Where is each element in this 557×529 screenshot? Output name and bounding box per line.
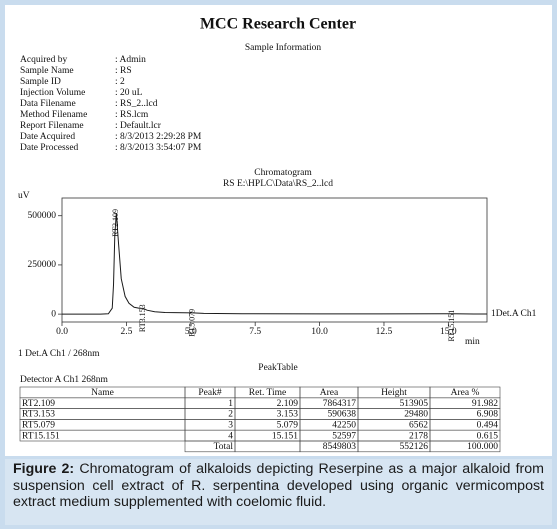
table-cell xyxy=(429,440,501,453)
y-tick-label: 500000 xyxy=(28,211,57,221)
table-header: Area % xyxy=(451,388,480,398)
report-title: MCC Research Center xyxy=(200,16,356,33)
chart-title: Chromatogram xyxy=(254,168,312,178)
table-cell-text: 6.908 xyxy=(477,410,499,420)
info-label: Sample Name xyxy=(20,66,74,76)
table-detector: Detector A Ch1 268nm xyxy=(20,375,108,385)
table-header: Height xyxy=(381,388,407,398)
info-value: : 8/3/2013 3:54:07 PM xyxy=(115,143,202,153)
table-cell-text: 3.153 xyxy=(277,410,299,420)
table-cell-text: 4 xyxy=(228,431,233,441)
table-cell-text: RT3.153 xyxy=(22,410,55,420)
table-cell xyxy=(234,440,301,453)
caption-label: Figure 2: xyxy=(13,461,75,477)
info-value: : 8/3/2013 2:29:28 PM xyxy=(115,132,202,142)
table-cell-text: 5.079 xyxy=(277,420,299,430)
table-header: Ret. Time xyxy=(249,388,287,398)
x-tick-label: 0.0 xyxy=(56,327,68,337)
table-header: Peak# xyxy=(198,388,221,398)
table-total: 100.000 xyxy=(467,442,498,452)
x-tick-label: 7.5 xyxy=(249,327,261,337)
report: MCC Research Center Sample Information C… xyxy=(18,16,537,453)
info-value: : RS xyxy=(115,66,132,76)
figure-caption: Figure 2: Chromatogram of alkaloids depi… xyxy=(5,459,552,525)
section-title: Sample Information xyxy=(245,42,321,53)
table-cell-text: 7864317 xyxy=(323,399,357,409)
info-value: : RS_2..lcd xyxy=(115,99,158,109)
table-cell-text: 6562 xyxy=(409,420,428,430)
info-label: Method Filename xyxy=(20,110,87,120)
series-label: 1Det.A Ch1 xyxy=(491,309,537,319)
info-label: Data Filename xyxy=(20,99,76,109)
table-cell-text: 0.494 xyxy=(477,420,499,430)
table-cell-text: 29480 xyxy=(404,410,428,420)
info-value: : 2 xyxy=(115,77,125,87)
table-cell-text: 2.109 xyxy=(277,399,299,409)
info-value: : 20 uL xyxy=(115,88,143,98)
table-cell-text: RT15.151 xyxy=(22,431,60,441)
y-axis-label: uV xyxy=(18,191,30,201)
info-value: : Admin xyxy=(115,55,146,65)
table-cell-text: 3 xyxy=(228,420,233,430)
table-cell-text: 590638 xyxy=(328,410,357,420)
chart-subtitle: RS E:\HPLC\Data\RS_2..lcd xyxy=(223,179,333,189)
caption-text: Chromatogram of alkaloids depicting Rese… xyxy=(13,461,544,510)
info-label: Report Filename xyxy=(20,121,84,131)
peak-label: RT2.109 xyxy=(111,209,120,237)
x-tick-label: 12.5 xyxy=(376,327,393,337)
y-tick-label: 250000 xyxy=(28,260,57,270)
table-cell-text: 2178 xyxy=(409,431,428,441)
table-total: 552126 xyxy=(400,442,429,452)
chromatogram-line xyxy=(62,212,487,315)
table-cell-text: 513905 xyxy=(400,399,429,409)
table-cell-text: 2 xyxy=(228,410,233,420)
x-tick-label: 10.0 xyxy=(311,327,328,337)
table-cell-text: 15.151 xyxy=(272,431,298,441)
x-tick-label: 2.5 xyxy=(120,327,132,337)
table-cell-text: 42250 xyxy=(332,420,356,430)
table-cell-text: 0.615 xyxy=(477,431,499,441)
detector-label: 1 Det.A Ch1 / 268nm xyxy=(18,349,100,359)
info-value: : Default.lcr xyxy=(115,120,162,131)
x-tick-label: 5.0 xyxy=(185,327,197,337)
table-cell-text: 52597 xyxy=(332,431,356,441)
table-cell-text: 1 xyxy=(228,399,233,409)
info-value: : RS.lcm xyxy=(115,110,149,120)
table-cell-text: 91.982 xyxy=(472,399,498,409)
x-axis-label: min xyxy=(465,337,480,347)
peak-label: RT5.079 xyxy=(188,309,197,337)
report-sheet xyxy=(5,5,552,456)
table-title: PeakTable xyxy=(258,363,297,373)
info-label: Acquired by xyxy=(20,55,67,65)
table-header: Area xyxy=(320,388,339,398)
peak-label: RT3.153 xyxy=(138,304,147,332)
x-tick-label: 15.0 xyxy=(440,327,457,337)
table-cell-text: RT2.109 xyxy=(22,399,55,409)
table-cell-text: RT5.079 xyxy=(22,420,55,430)
plot-frame xyxy=(61,197,488,323)
info-label: Date Acquired xyxy=(20,132,75,142)
info-label: Sample ID xyxy=(20,77,61,87)
table-header: Name xyxy=(91,388,114,398)
peak-label: RT15.151 xyxy=(447,310,456,342)
table-total: 8549803 xyxy=(323,442,357,452)
info-label: Date Processed xyxy=(20,143,79,153)
y-tick-label: 0 xyxy=(51,309,56,319)
table-total-label: Total xyxy=(214,442,234,452)
info-label: Injection Volume xyxy=(20,88,85,98)
